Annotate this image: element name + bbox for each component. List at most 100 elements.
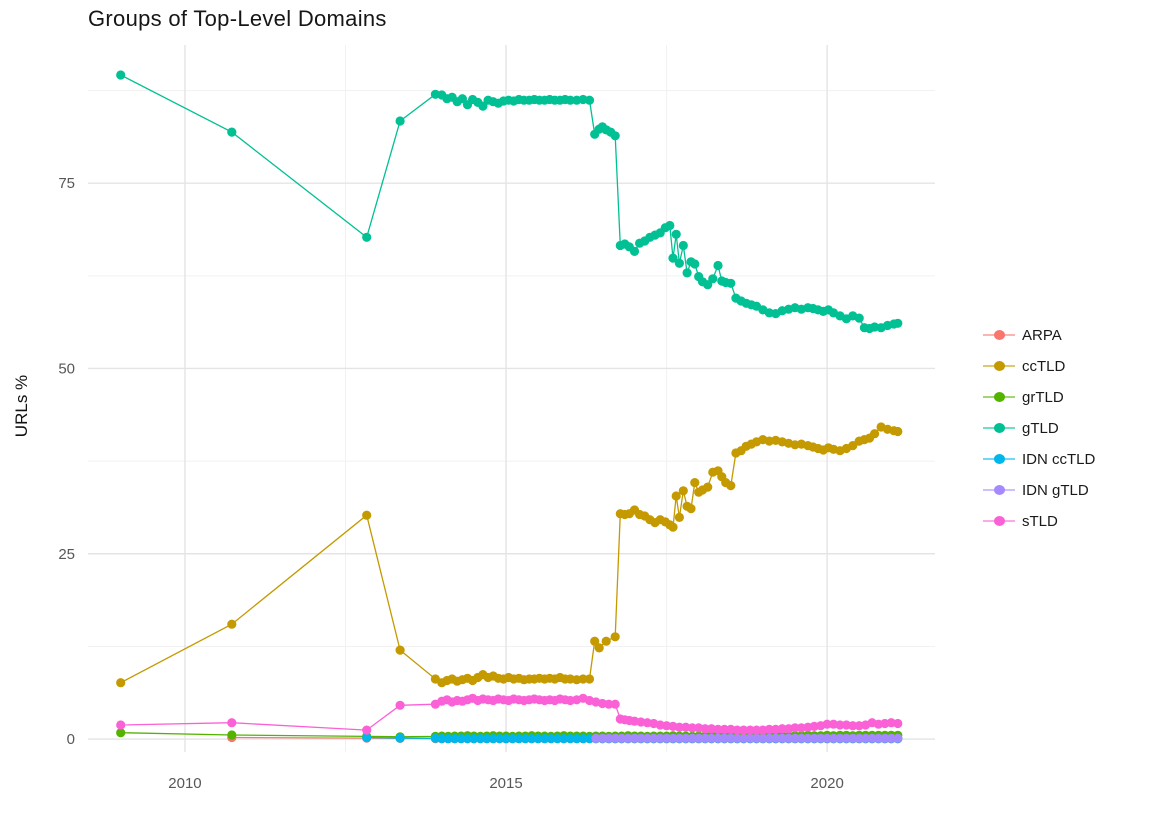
legend-key-icon — [983, 483, 1015, 497]
data-point-sTLD — [362, 725, 372, 735]
data-point-IDN-gTLD — [674, 733, 685, 743]
data-point-IDN-gTLD — [790, 733, 800, 743]
data-point-sTLD — [610, 699, 620, 709]
data-point-IDN-ccTLD — [514, 734, 524, 744]
data-point-IDN-gTLD — [809, 733, 819, 743]
data-point-ccTLD — [686, 504, 696, 514]
data-point-IDN-gTLD — [610, 733, 620, 743]
data-point-sTLD — [790, 723, 800, 733]
legend-label: gTLD — [1022, 419, 1059, 437]
data-point-IDN-ccTLD — [546, 734, 556, 744]
data-point-sTLD — [700, 724, 710, 734]
legend-label: grTLD — [1022, 388, 1064, 406]
data-point-IDN-gTLD — [873, 733, 884, 743]
data-point-IDN-gTLD — [649, 733, 659, 743]
data-point-IDN-ccTLD — [443, 734, 453, 744]
data-point-sTLD — [764, 724, 774, 735]
chart-title: Groups of Top-Level Domains — [88, 6, 387, 31]
data-point-gTLD — [478, 101, 488, 111]
data-point-ccTLD — [594, 643, 604, 653]
legend-item-gTLD: gTLD — [983, 417, 1095, 439]
data-point-sTLD — [227, 718, 237, 728]
data-point-ccTLD — [678, 486, 688, 496]
legend-label: IDN gTLD — [1022, 481, 1089, 499]
data-point-IDN-ccTLD — [578, 734, 588, 744]
data-point-IDN-ccTLD — [482, 734, 492, 744]
data-point-IDN-ccTLD — [507, 734, 518, 744]
data-point-IDN-gTLD — [668, 733, 678, 743]
data-point-IDN-ccTLD — [501, 734, 511, 744]
data-point-gTLD — [629, 246, 640, 256]
data-point-ccTLD — [395, 645, 405, 655]
data-point-IDN-gTLD — [662, 733, 672, 743]
data-point-gTLD — [713, 260, 723, 271]
y-tick-label: 50 — [58, 360, 75, 377]
legend-key-dot — [994, 423, 1005, 433]
data-point-gTLD — [690, 259, 700, 269]
data-point-ccTLD — [674, 512, 685, 523]
data-point-ccTLD — [703, 482, 713, 492]
data-point-IDN-gTLD — [687, 733, 697, 743]
data-point-sTLD — [751, 725, 762, 735]
data-point-IDN-gTLD — [745, 733, 755, 743]
legend-key-dot — [994, 361, 1005, 371]
data-point-ccTLD — [690, 478, 700, 488]
series-line-ccTLD — [120, 426, 898, 684]
data-point-IDN-gTLD — [764, 733, 774, 743]
data-point-IDN-gTLD — [758, 733, 768, 743]
data-point-IDN-gTLD — [777, 733, 787, 743]
data-point-gTLD — [116, 70, 126, 80]
data-point-IDN-ccTLD — [488, 734, 498, 744]
data-point-gTLD — [227, 127, 237, 137]
legend-key-icon — [983, 328, 1015, 342]
data-point-IDN-gTLD — [886, 733, 896, 743]
data-point-IDN-ccTLD — [527, 734, 537, 744]
data-point-IDN-ccTLD — [572, 734, 582, 744]
legend-item-IDN-ccTLD: IDN ccTLD — [983, 448, 1095, 470]
data-point-gTLD — [674, 258, 685, 268]
data-point-IDN-ccTLD — [495, 734, 505, 744]
data-point-IDN-gTLD — [867, 733, 877, 743]
data-point-IDN-ccTLD — [552, 734, 563, 744]
legend-key-icon — [983, 421, 1015, 435]
data-point-IDN-gTLD — [604, 733, 614, 743]
data-point-IDN-gTLD — [694, 733, 704, 743]
data-point-ccTLD — [848, 441, 858, 451]
data-point-sTLD — [822, 719, 832, 729]
data-point-IDN-gTLD — [629, 733, 640, 743]
data-point-IDN-gTLD — [880, 733, 890, 743]
data-point-IDN-gTLD — [828, 733, 839, 743]
data-point-gTLD — [671, 229, 681, 239]
y-tick-label: 0 — [67, 731, 75, 748]
legend-item-IDN-gTLD: IDN gTLD — [983, 479, 1095, 501]
data-point-IDN-gTLD — [726, 733, 736, 743]
data-point-ccTLD — [668, 522, 678, 532]
x-tick-label: 2015 — [489, 775, 522, 792]
data-point-IDN-ccTLD — [437, 734, 447, 744]
series-line-gTLD — [120, 74, 898, 330]
legend-label: IDN ccTLD — [1022, 450, 1096, 468]
data-point-IDN-gTLD — [739, 733, 749, 743]
data-point-sTLD — [745, 725, 755, 735]
legend-key-dot — [994, 454, 1005, 464]
data-point-IDN-ccTLD — [533, 734, 543, 744]
data-point-ccTLD — [227, 619, 237, 629]
data-point-sTLD — [713, 724, 723, 735]
legend-item-grTLD: grTLD — [983, 386, 1095, 408]
legend-key-icon — [983, 452, 1015, 466]
data-point-IDN-gTLD — [861, 733, 871, 743]
data-point-IDN-gTLD — [655, 733, 665, 743]
data-point-IDN-gTLD — [700, 733, 710, 743]
data-point-sTLD — [848, 721, 858, 731]
data-point-IDN-gTLD — [591, 733, 601, 743]
data-point-sTLD — [893, 718, 903, 729]
legend-key-icon — [983, 390, 1015, 404]
data-point-gTLD — [668, 253, 678, 263]
data-point-ccTLD — [726, 481, 736, 491]
data-point-gTLD — [362, 232, 372, 242]
data-point-sTLD — [674, 722, 685, 732]
data-point-ccTLD — [362, 510, 372, 520]
data-point-IDN-ccTLD — [475, 734, 485, 744]
data-point-gTLD — [708, 274, 718, 284]
legend-label: ARPA — [1022, 326, 1062, 344]
